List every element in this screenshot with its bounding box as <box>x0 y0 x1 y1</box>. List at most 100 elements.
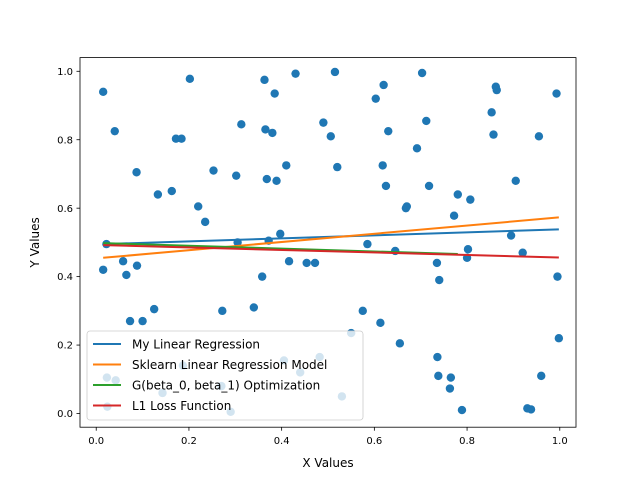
scatter-point <box>237 120 246 129</box>
scatter-point <box>371 94 380 103</box>
scatter-point <box>537 371 546 381</box>
scatter-point <box>302 258 311 268</box>
scatter-point <box>260 75 269 85</box>
scatter-point <box>218 306 227 316</box>
scatter-point <box>268 128 277 138</box>
scatter-point <box>422 116 431 126</box>
scatter-point <box>381 181 391 191</box>
scatter-point <box>384 126 393 136</box>
legend-label: G(beta_0, beta_1) Optimization <box>132 379 320 393</box>
series-line-4 <box>103 244 559 259</box>
scatter-point <box>489 130 498 139</box>
scatter-point <box>554 334 564 343</box>
scatter-point <box>282 161 291 170</box>
scatter-point <box>412 144 422 153</box>
scatter-point <box>167 186 176 196</box>
legend-box <box>86 330 364 421</box>
legend-label: My Linear Regression <box>132 338 260 352</box>
scatter-point <box>232 171 241 180</box>
scatter-point <box>449 211 459 220</box>
scatter-point <box>98 265 108 274</box>
scatter-point <box>200 217 210 227</box>
scatter-point <box>132 168 141 177</box>
x-tick-label: 1.0 <box>552 436 568 447</box>
scatter-point <box>257 272 267 281</box>
x-tick-label: 0.8 <box>459 436 475 447</box>
scatter-point <box>358 306 367 316</box>
y-tick-label: 0.8 <box>57 135 73 146</box>
scatter-point <box>125 316 135 326</box>
scatter-point <box>319 118 328 127</box>
scatter-point <box>110 126 119 136</box>
scatter-point <box>492 85 501 95</box>
scatter-point <box>424 181 434 191</box>
axes-frame <box>79 57 577 428</box>
scatter-point <box>506 231 516 240</box>
scatter-point <box>209 166 218 175</box>
scatter-point <box>270 89 279 98</box>
scatter-point <box>185 74 195 84</box>
scatter-point <box>379 80 388 90</box>
scatter-point <box>249 303 259 312</box>
scatter-point <box>487 108 496 117</box>
scatter-point <box>434 371 443 381</box>
x-tick-label: 0.6 <box>366 436 382 447</box>
scatter-point <box>552 89 561 98</box>
scatter-point <box>291 69 300 78</box>
scatter-point <box>511 176 520 185</box>
x-tick-label: 0.0 <box>88 436 104 447</box>
scatter-point <box>435 275 444 285</box>
scatter-point <box>262 174 272 184</box>
scatter-point <box>194 202 203 211</box>
y-tick-label: 0.0 <box>57 409 73 420</box>
scatter-point <box>378 161 387 170</box>
x-tick-label: 0.2 <box>181 436 197 447</box>
y-tick-label: 0.6 <box>57 204 73 215</box>
scatter-point <box>553 272 562 281</box>
scatter-point <box>98 87 108 97</box>
scatter-point <box>445 384 455 393</box>
scatter-point <box>526 405 536 414</box>
scatter-point <box>432 258 442 268</box>
scatter-point <box>284 257 294 266</box>
scatter-point <box>402 202 412 211</box>
scatter-point <box>463 245 473 254</box>
plot-area <box>98 67 564 416</box>
x-axis-label: X Values <box>302 456 353 470</box>
legend-label: L1 Loss Function <box>132 399 231 413</box>
legend-label: Sklearn Linear Regression Model <box>132 358 327 372</box>
x-tick-label: 0.4 <box>274 436 290 447</box>
scatter-point <box>118 257 128 266</box>
scatter-point <box>310 258 320 268</box>
y-tick-label: 0.2 <box>57 341 73 352</box>
scatter-point <box>457 405 467 415</box>
scatter-point <box>261 125 270 134</box>
y-tick-label: 1.0 <box>57 67 73 78</box>
axis-ticks: 0.0 0.2 0.4 0.6 0.8 1.0 0.0 0.2 0.4 0.6 0.8 1.0 <box>57 67 568 447</box>
scatter-point <box>534 132 544 141</box>
scatter-point <box>446 373 456 382</box>
scatter-point <box>433 352 442 362</box>
scatter-point <box>453 190 462 199</box>
y-axis-label: Y Values <box>28 217 42 268</box>
series-line-2 <box>103 216 559 259</box>
scatter-point <box>333 162 342 172</box>
scatter-point <box>466 195 475 204</box>
scatter-point <box>132 261 142 270</box>
scatter-point <box>330 67 340 77</box>
scatter-point <box>376 318 385 328</box>
scatter-point <box>395 339 405 348</box>
legend: My Linear Regression Sklearn Linear Regre… <box>86 330 364 421</box>
y-tick-label: 0.4 <box>57 272 73 283</box>
scatter-point <box>417 68 427 78</box>
scatter-point <box>177 134 186 143</box>
scatter-point <box>326 132 335 141</box>
scatter-point <box>363 239 372 249</box>
scatter-point <box>153 190 163 199</box>
scatter-point <box>149 304 159 314</box>
scatter-point <box>276 229 285 239</box>
scatter-point <box>518 248 527 257</box>
scatter-point <box>272 176 281 185</box>
scatter-point <box>122 270 131 280</box>
